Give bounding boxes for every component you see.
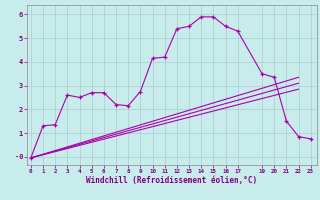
X-axis label: Windchill (Refroidissement éolien,°C): Windchill (Refroidissement éolien,°C) [86, 176, 258, 185]
